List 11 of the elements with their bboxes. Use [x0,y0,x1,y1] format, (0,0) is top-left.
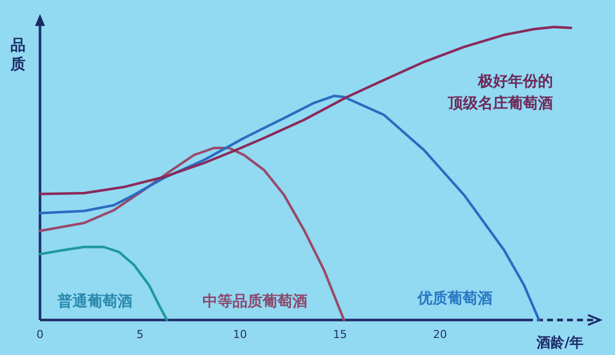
series-label: 中等品质葡萄酒 [202,292,308,310]
series-label: 优质葡萄酒 [416,289,492,307]
series-label: 极好年份的顶级名庄葡萄酒 [447,72,553,112]
x-axis-title: 酒龄/年 [535,335,584,351]
x-tick-label: 20 [433,328,447,341]
x-tick-label: 5 [136,328,144,341]
x-tick-label: 10 [233,328,247,341]
series-label: 普通葡萄酒 [56,292,132,310]
x-tick-label: 15 [333,328,347,341]
y-axis-title: 品质 [10,36,26,73]
x-tick-label: 0 [36,328,44,341]
